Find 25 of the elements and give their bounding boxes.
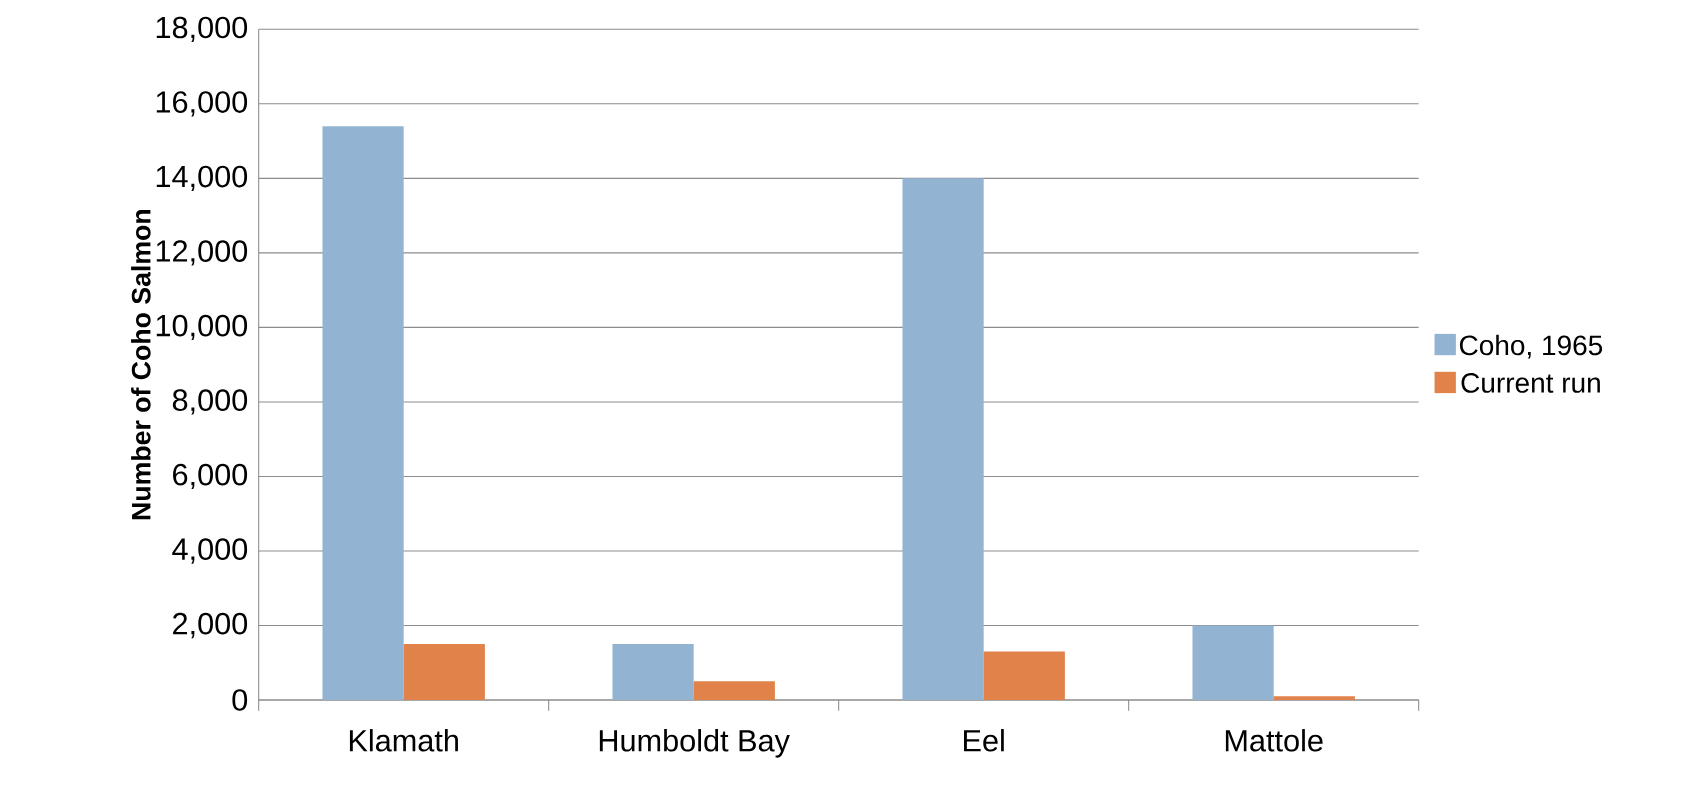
legend-label: Coho, 1965	[1459, 334, 1603, 359]
legend-label: Current run	[1461, 373, 1600, 394]
y-tick-label: 6,000	[173, 463, 248, 490]
bar	[983, 651, 1065, 701]
y-tick-label: 10,000	[156, 314, 248, 341]
bar	[693, 681, 775, 701]
y-tick-label: 14,000	[156, 165, 248, 192]
bar	[612, 644, 694, 701]
x-tick-label: Eel	[964, 729, 1004, 752]
bar	[1192, 625, 1274, 701]
x-tick-label: Klamath	[349, 729, 458, 752]
y-tick-label: 12,000	[156, 240, 248, 266]
y-tick-label: 18,000	[156, 16, 248, 43]
y-tick-label: 4,000	[172, 538, 248, 564]
x-tick-label: Humboldt Bay	[599, 729, 790, 758]
y-tick-label: 2,000	[173, 612, 248, 639]
bar	[1273, 696, 1355, 701]
bar	[403, 644, 485, 701]
y-tick-label: 0	[232, 689, 248, 712]
x-tick-label: Mattole	[1225, 729, 1323, 752]
y-tick-label: 8,000	[172, 389, 248, 415]
y-tick-label: 16,000	[156, 91, 248, 117]
bar	[902, 178, 984, 701]
bar	[322, 126, 404, 701]
y-axis-title: Number of Coho Salmon	[131, 210, 151, 520]
